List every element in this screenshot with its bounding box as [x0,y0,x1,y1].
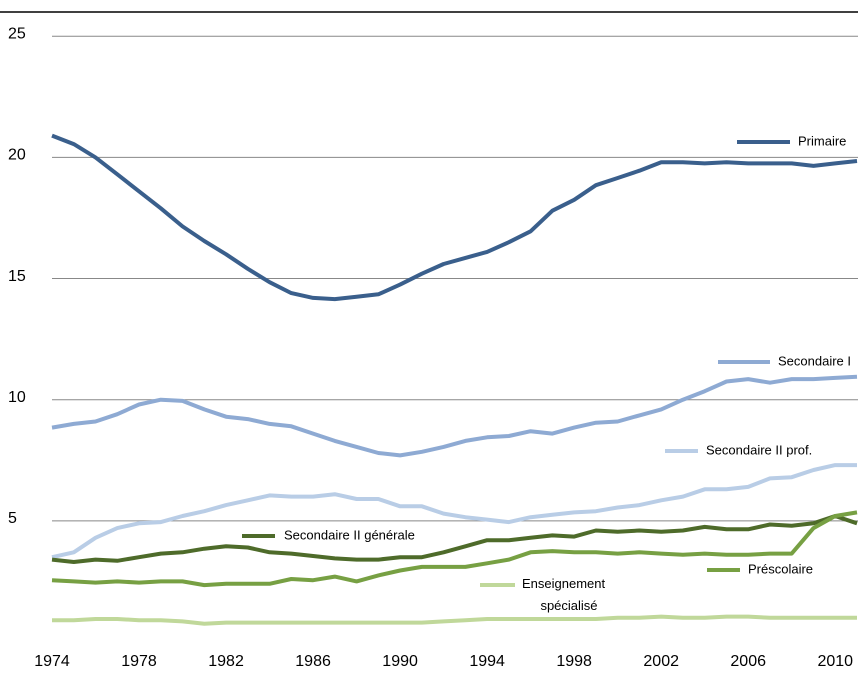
legend-label-line: Enseignement [522,576,605,591]
x-tick-label: 1986 [295,653,331,670]
x-tick-label: 1998 [556,653,592,670]
series-line [52,614,857,626]
legend-label: Préscolaire [748,561,813,576]
x-tick-label: 1978 [121,653,157,670]
series-line [51,133,858,302]
series-line [51,510,858,588]
series-line [51,374,858,458]
legend-label: Primaire [798,133,846,148]
x-tick-label: 1994 [469,653,505,670]
series-line [51,514,858,564]
x-tick-label: 2002 [643,653,679,670]
x-tick-label: 1974 [34,653,70,670]
y-tick-label: 20 [8,147,26,164]
series-line [51,463,857,560]
x-tick-label: 1982 [208,653,244,670]
x-tick-label: 2010 [817,653,853,670]
y-tick-label: 15 [8,268,26,285]
y-tick-label: 5 [8,510,17,527]
legend-label-line: spécialisé [540,598,597,613]
legend-label: Secondaire II générale [284,527,415,542]
legend-label: Enseignement spécialisé [522,576,605,613]
x-tick-label: 2006 [730,653,766,670]
x-tick-label: 1990 [382,653,418,670]
legend-label: Secondaire II prof. [706,442,812,457]
y-tick-label: 10 [8,389,26,406]
y-tick-label: 25 [8,25,26,42]
legend-label: Secondaire I [778,353,851,368]
